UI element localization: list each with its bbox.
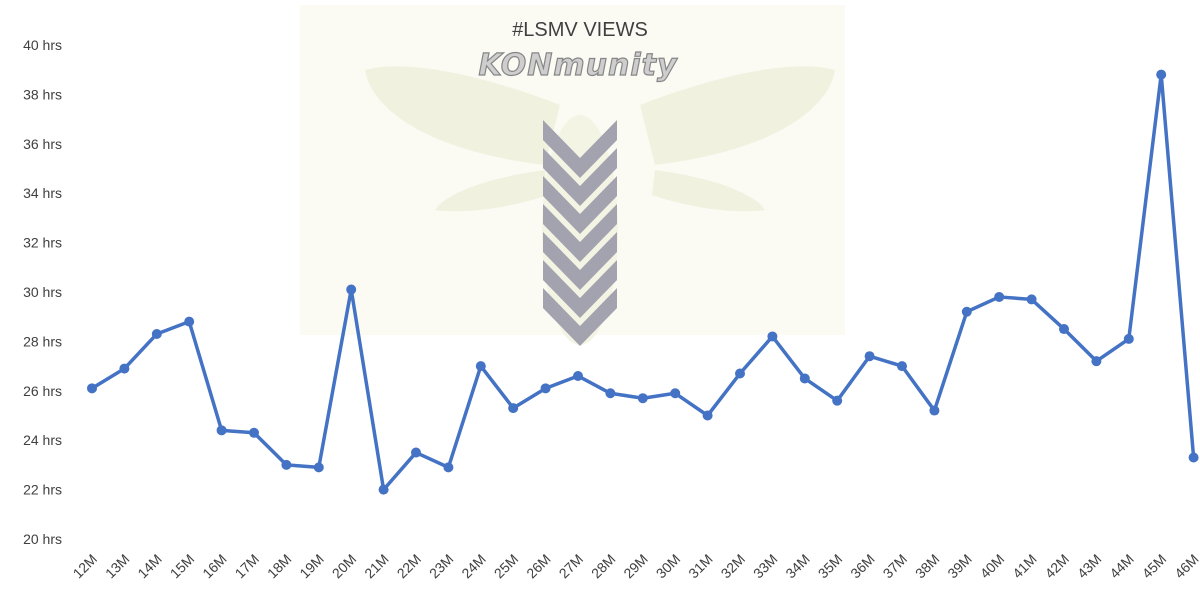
data-point [1059,324,1069,335]
x-tick-label: 23M [426,551,457,582]
x-tick-label: 24M [458,551,489,582]
data-point [929,405,940,416]
x-tick-label: 16M [199,551,230,582]
x-tick-label: 14M [134,551,165,582]
data-point [832,395,843,406]
x-tick-label: 29M [620,551,651,582]
data-point [637,393,648,404]
x-tick-label: 30M [653,551,684,582]
x-axis: 12M 13M 14M 15M 16M 17M 18M 19M 20M 21M 22M 23M 24M 2… [70,551,1200,582]
data-point [281,459,292,470]
x-tick-label: 36M [847,551,878,582]
watermark-logo: KONmunity [300,5,845,346]
data-point [994,291,1005,302]
x-tick-label: 18M [264,551,295,582]
x-tick-label: 17M [232,551,263,582]
x-tick-label: 43M [1074,551,1105,582]
data-point [411,447,421,458]
data-point [378,484,389,495]
data-point [87,383,97,394]
y-tick-label: 36 hrs [23,136,62,152]
data-point [249,427,259,438]
x-tick-label: 15M [167,551,198,582]
y-tick-label: 34 hrs [23,185,62,201]
y-tick-label: 24 hrs [23,432,62,448]
x-tick-label: 42M [1042,551,1073,582]
data-point [184,316,195,327]
x-tick-label: 40M [977,551,1008,582]
data-point [735,368,745,379]
x-tick-label: 26M [523,551,554,582]
data-point [702,410,713,421]
x-tick-label: 19M [296,551,327,582]
x-tick-label: 35M [815,551,846,582]
y-tick-label: 40 hrs [23,37,62,53]
chart-title: #LSMV VIEWS [512,19,648,41]
x-tick-label: 38M [912,551,943,582]
x-tick-label: 31M [685,551,716,582]
data-point [475,361,486,372]
x-tick-label: 39M [944,551,975,582]
x-tick-label: 28M [588,551,619,582]
x-tick-label: 41M [1009,551,1040,582]
data-point [1123,333,1134,344]
data-point [605,388,616,399]
plot-area [87,69,1199,495]
x-tick-label: 33M [750,551,781,582]
data-point [573,370,583,381]
x-tick-label: 37M [880,551,911,582]
x-tick-label: 32M [718,551,749,582]
data-point [216,425,227,436]
data-point [767,331,778,342]
data-point [1091,356,1102,367]
data-point [119,363,130,374]
data-point [313,462,324,473]
data-point [540,383,551,394]
data-point [443,462,454,473]
y-tick-label: 32 hrs [23,235,62,251]
data-point [897,361,907,372]
x-tick-label: 21M [361,551,392,582]
data-point [961,306,972,317]
x-tick-label: 20M [329,551,360,582]
data-point [1188,452,1199,463]
y-tick-label: 28 hrs [23,333,62,349]
x-tick-label: 13M [102,551,133,582]
y-tick-label: 20 hrs [23,531,62,547]
data-point [508,403,519,414]
x-tick-label: 25M [491,551,522,582]
x-tick-label: 27M [556,551,587,582]
watermark-logo-text: KONmunity [478,48,678,83]
x-tick-label: 46M [1171,551,1200,582]
data-point [1156,69,1167,80]
x-tick-label: 22M [394,551,425,582]
y-tick-label: 30 hrs [23,284,62,300]
x-tick-label: 44M [1106,551,1137,582]
data-point [346,284,357,295]
y-tick-label: 26 hrs [23,383,62,399]
y-axis: 20 hrs 22 hrs 24 hrs 26 hrs 28 hrs 30 hrs 32 h… [23,37,62,547]
y-tick-label: 22 hrs [23,482,62,498]
x-tick-label: 45M [1139,551,1170,582]
data-point [670,388,681,399]
data-point [1026,294,1037,305]
data-point [151,328,162,339]
data-point [799,373,810,384]
x-tick-label: 34M [782,551,813,582]
y-tick-label: 38 hrs [23,86,62,102]
data-point [864,351,875,362]
x-tick-label: 12M [70,551,101,582]
